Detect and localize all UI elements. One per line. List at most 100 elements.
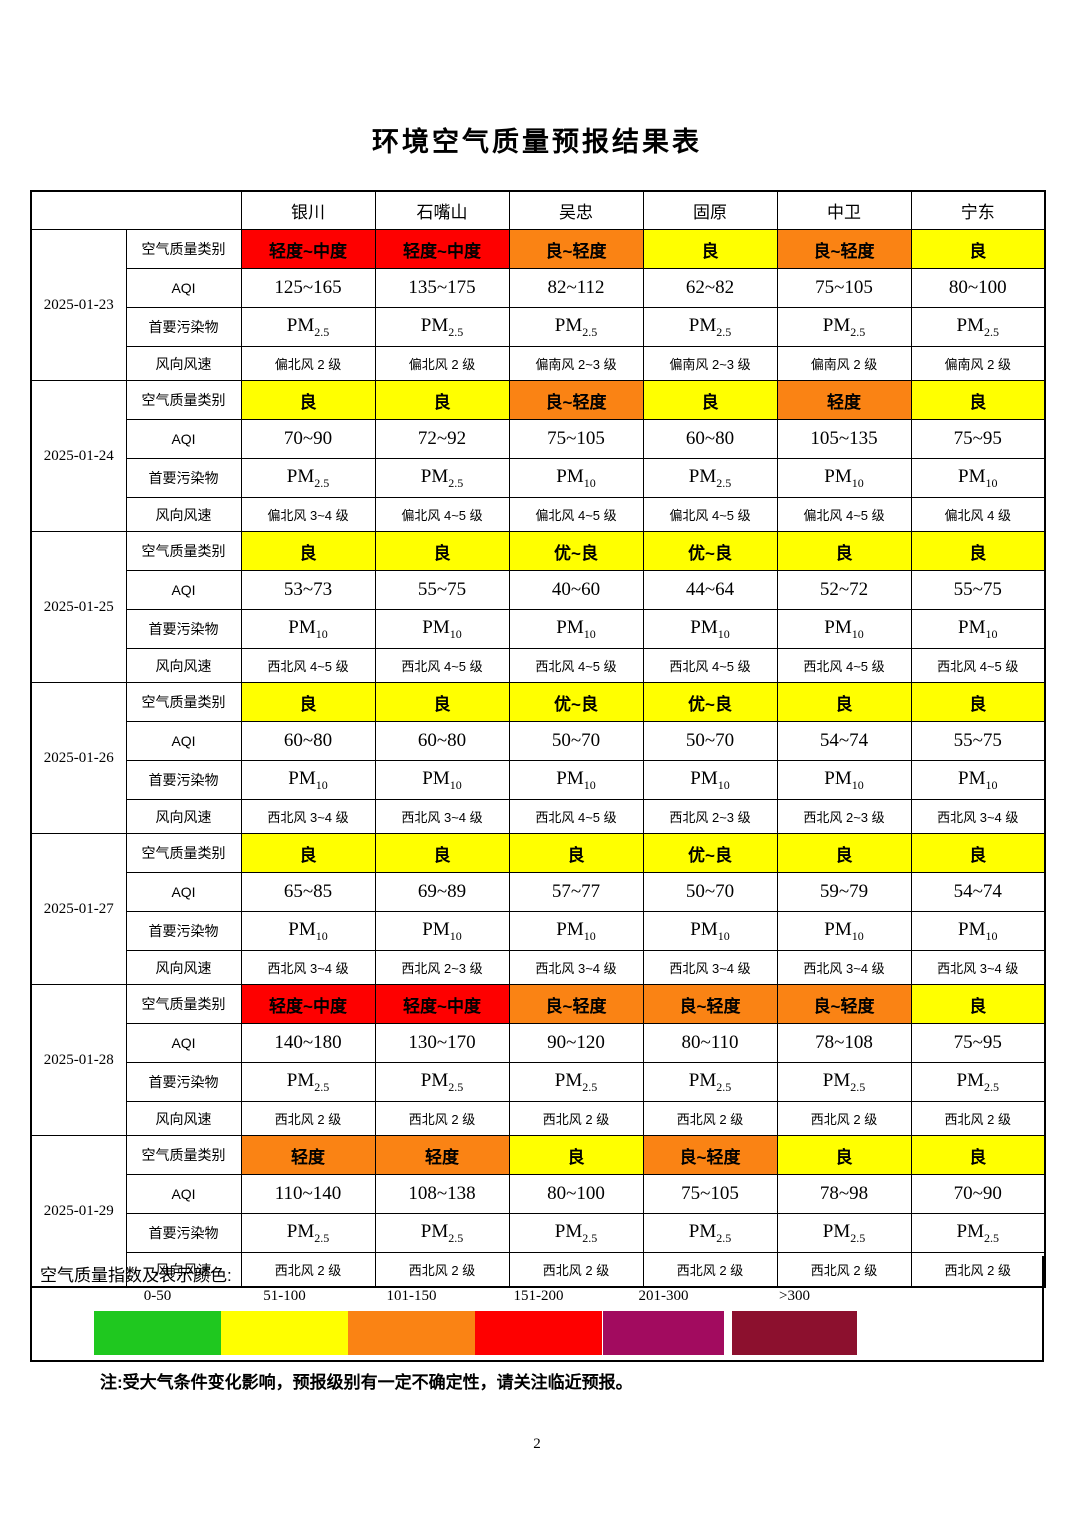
pollutant-cell: PM10 [776,911,912,951]
wind-cell: 西北风 3~4 级 [374,799,510,834]
aqi-value-cell: 60~80 [642,419,778,459]
legend-range-label: 51-100 [263,1288,306,1304]
legend-range-label: 201-300 [638,1288,689,1304]
aqi-value-cell: 55~75 [374,570,510,610]
legend-range-label: >300 [779,1288,810,1304]
category-cell: 良 [910,984,1046,1024]
aqi-value-cell: 54~74 [776,721,912,761]
aqi-value-cell: 80~100 [910,268,1046,308]
pollutant-cell: PM2.5 [776,307,912,347]
pollutant-subscript: 10 [717,928,730,943]
table-row-aqi: AQI 60~80 60~80 50~70 50~70 54~74 55~75 [31,721,1046,761]
pollutant-cell: PM2.5 [776,1213,912,1253]
pollutant-cell: PM10 [910,760,1046,800]
pollutant-cell: PM10 [776,458,912,498]
pollutant-base: PM [958,616,986,638]
pollutant-base: PM [288,767,316,789]
wind-cell: 西北风 4~5 级 [374,648,510,683]
pollutant-subscript: 2.5 [983,1230,999,1245]
pollutant-subscript: 2.5 [716,1230,732,1245]
pollutant-subscript: 10 [851,475,864,490]
aqi-value-cell: 60~80 [240,721,376,761]
wind-cell: 西北风 2~3 级 [776,799,912,834]
pollutant-cell: PM2.5 [374,1062,510,1102]
wind-cell: 偏南风 2~3 级 [642,346,778,381]
row-label-pollutant: 首要污染物 [125,1213,242,1253]
pollutant-cell: PM10 [910,911,1046,951]
pollutant-cell: PM10 [508,609,644,649]
pollutant-subscript: 2.5 [983,1079,999,1094]
aqi-value-cell: 125~165 [240,268,376,308]
pollutant-base: PM [822,1069,851,1091]
wind-cell: 西北风 2 级 [776,1101,912,1136]
legend-color-swatch [732,1311,857,1355]
category-cell: 良 [374,531,510,571]
table-row-wind: 风向风速 西北风 3~4 级西北风 2~3 级西北风 3~4 级西北风 3~4 级… [31,950,1046,985]
table-row-pollutant: 首要污染物 PM2.5 PM2.5 PM2.5 PM2.5 PM2.5 PM2.5 [31,1213,1046,1253]
pollutant-base: PM [958,767,986,789]
date-cell: 2025-01-29 [30,1135,127,1288]
pollutant-subscript: 2.5 [850,1079,866,1094]
column-header-city: 宁东 [910,190,1046,230]
column-header-city: 固原 [642,190,778,230]
legend-range-label: 0-50 [143,1288,172,1304]
pollutant-subscript: 10 [985,626,998,641]
row-label-wind: 风向风速 [125,648,242,683]
pollutant-base: PM [690,767,718,789]
pollutant-base: PM [554,1220,583,1242]
category-cell: 良 [910,833,1046,873]
pollutant-base: PM [420,314,449,336]
wind-cell: 偏南风 2 级 [910,346,1046,381]
aqi-value-cell: 59~79 [776,872,912,912]
legend-range-labels: 0-50 51-100 101-150 151-200 201-300 >300 [32,1288,1042,1305]
row-label-aqi: AQI [125,1174,242,1214]
row-label-aqi: AQI [125,1023,242,1063]
legend-color-swatch [475,1311,602,1355]
pollutant-cell: PM2.5 [642,307,778,347]
table-row-wind: 风向风速 西北风 3~4 级西北风 3~4 级西北风 4~5 级西北风 2~3 级… [31,799,1046,834]
pollutant-subscript: 10 [717,777,730,792]
row-label-aqi: AQI [125,872,242,912]
pollutant-cell: PM10 [508,458,644,498]
table-row-wind: 风向风速 西北风 2 级西北风 2 级西北风 2 级西北风 2 级西北风 2 级西… [31,1101,1046,1136]
wind-cell: 西北风 4~5 级 [508,799,644,834]
aqi-value-cell: 50~70 [642,721,778,761]
aqi-value-cell: 69~89 [374,872,510,912]
pollutant-cell: PM10 [240,760,376,800]
pollutant-subscript: 2.5 [314,1230,330,1245]
aqi-value-cell: 75~105 [642,1174,778,1214]
pollutant-base: PM [556,767,584,789]
wind-cell: 西北风 3~4 级 [910,799,1046,834]
wind-cell: 偏北风 2 级 [240,346,376,381]
category-cell: 良~轻度 [776,984,912,1024]
category-cell: 良 [374,833,510,873]
row-label-category: 空气质量类别 [125,984,242,1024]
row-label-category: 空气质量类别 [125,531,242,571]
pollutant-base: PM [824,465,852,487]
category-cell: 良 [508,833,644,873]
table-row-category: 2025-01-24 空气质量类别良良良~轻度良轻度良 [30,380,1046,532]
aqi-value-cell: 140~180 [240,1023,376,1063]
pollutant-subscript: 10 [583,475,596,490]
wind-cell: 西北风 3~4 级 [910,950,1046,985]
column-header-city: 银川 [240,190,376,230]
aqi-value-cell: 72~92 [374,419,510,459]
pollutant-subscript: 2.5 [448,1079,464,1094]
aqi-value-cell: 130~170 [374,1023,510,1063]
pollutant-base: PM [688,465,717,487]
pollutant-base: PM [422,918,450,940]
pollutant-subscript: 10 [851,626,864,641]
aqi-value-cell: 65~85 [240,872,376,912]
pollutant-base: PM [956,1220,984,1242]
pollutant-subscript: 2.5 [582,324,598,339]
table-row-wind: 风向风速 西北风 2 级西北风 2 级西北风 2 级西北风 2 级西北风 2 级西… [31,1252,1046,1288]
table-row-wind: 风向风速 偏北风 2 级偏北风 2 级偏南风 2~3 级偏南风 2~3 级偏南风 … [31,346,1046,381]
category-cell: 良 [374,380,510,420]
wind-cell: 西北风 4~5 级 [910,648,1046,683]
pollutant-cell: PM10 [776,609,912,649]
pollutant-cell: PM2.5 [374,458,510,498]
forecast-table-body: 银川 石嘴山 吴忠 固原 中卫 宁东 2025-01-23 空气质量类别 轻度~中度 轻度~中度良… [30,190,1046,1288]
aqi-value-cell: 75~105 [776,268,912,308]
pollutant-cell: PM2.5 [374,307,510,347]
